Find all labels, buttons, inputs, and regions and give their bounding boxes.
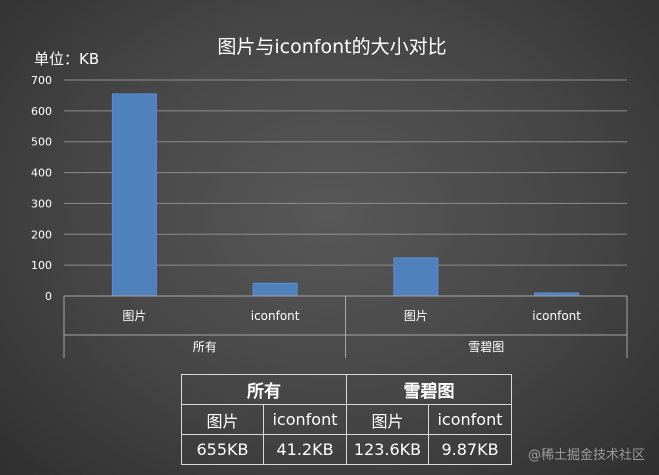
table-header-cell: iconfont <box>263 404 347 435</box>
data-table: 所有 雪碧图 图片 iconfont 图片 iconfont 655KB 41.… <box>181 374 512 465</box>
y-tick-label: 400 <box>31 167 52 180</box>
x-category-label: 图片 <box>122 309 146 323</box>
x-group-label: 所有 <box>193 340 217 354</box>
bar <box>252 282 298 297</box>
table-header-cell: 图片 <box>346 404 429 435</box>
table-group-cell: 所有 <box>181 374 347 405</box>
y-tick-label: 700 <box>31 74 52 87</box>
unit-label: 单位：KB <box>34 50 99 68</box>
table-header-cell: iconfont <box>428 404 512 435</box>
x-group-label: 雪碧图 <box>468 340 504 354</box>
bar <box>393 257 439 297</box>
table-header-cell: 图片 <box>181 404 264 435</box>
chart-title: 图片与iconfont的大小对比 <box>217 36 446 58</box>
y-tick-label: 300 <box>31 197 52 210</box>
table-value-cell: 123.6KB <box>346 434 429 465</box>
x-category-label: iconfont <box>532 309 581 323</box>
table-group-row: 所有 雪碧图 <box>181 374 512 405</box>
x-axis: 图片 iconfont 图片 iconfont 所有 雪碧图 <box>63 295 628 358</box>
bar <box>111 93 157 297</box>
y-tick-label: 200 <box>31 228 52 241</box>
watermark: @稀土掘金技术社区 <box>527 448 645 463</box>
y-tick-label: 500 <box>31 136 52 149</box>
x-category-label: 图片 <box>404 309 428 323</box>
table-value-cell: 41.2KB <box>263 434 347 465</box>
table-header-row: 图片 iconfont 图片 iconfont <box>181 404 512 435</box>
y-axis-ticks: 0 100 200 300 400 500 600 700 <box>31 74 52 303</box>
gridlines <box>64 79 627 266</box>
y-tick-label: 600 <box>31 105 52 118</box>
table-value-cell: 9.87KB <box>428 434 512 465</box>
x-category-label: iconfont <box>251 309 300 323</box>
bar-chart: 图片与iconfont的大小对比 单位：KB 0 100 200 300 400 500 6… <box>31 36 628 358</box>
table-group-cell: 雪碧图 <box>346 374 512 405</box>
bars <box>111 93 580 297</box>
y-tick-label: 0 <box>45 290 52 303</box>
table-value-row: 655KB 41.2KB 123.6KB 9.87KB <box>181 434 512 465</box>
table-value-cell: 655KB <box>181 434 264 465</box>
y-tick-label: 100 <box>31 259 52 272</box>
